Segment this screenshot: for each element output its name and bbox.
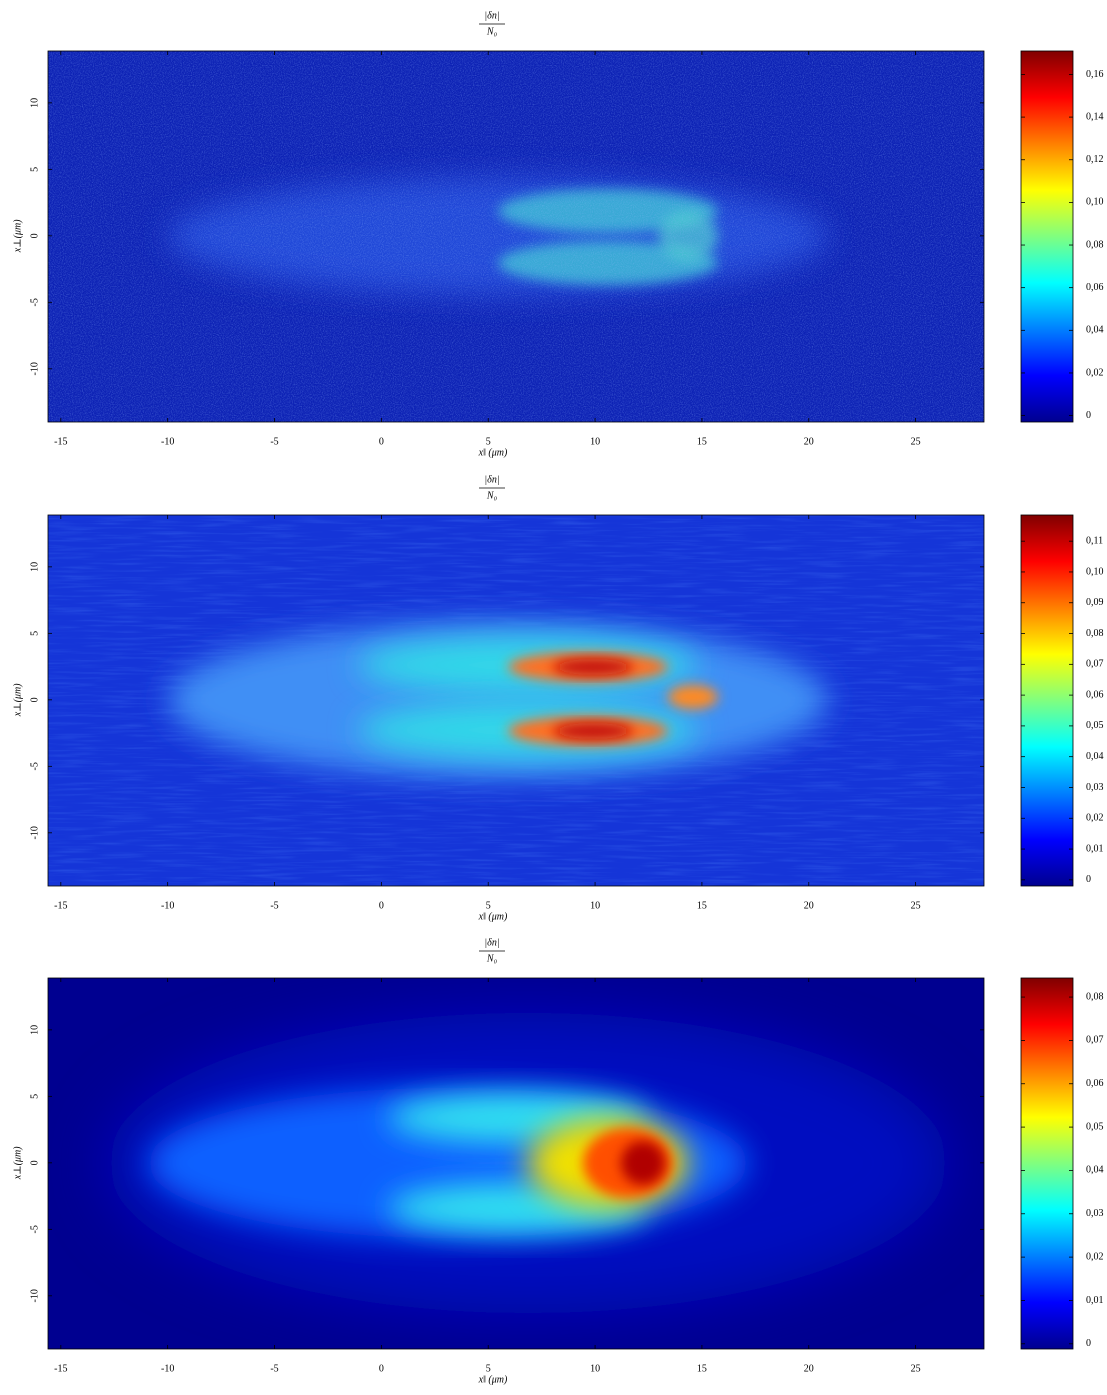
x-tick-label: 5	[486, 436, 491, 447]
x-tick-label: -10	[161, 1363, 174, 1374]
colorbar-tick-label: 0,03	[1086, 1208, 1104, 1219]
x-tick-label: -5	[270, 900, 278, 911]
colorbar-tick-label: 0,05	[1086, 1121, 1104, 1132]
colorbar-tick-label: 0,06	[1086, 689, 1104, 700]
x-tick-label: 10	[590, 436, 600, 447]
colorbar-tick-label: 0,11	[1086, 535, 1103, 546]
colorbar-tick-label: 0,07	[1086, 659, 1104, 670]
y-tick-label: 10	[29, 562, 40, 572]
colorbar-tick-label: 0,02	[1086, 367, 1104, 378]
colorbar-tick-label: 0,10	[1086, 566, 1104, 577]
heatmap-image	[48, 978, 984, 1349]
x-tick-label: 5	[486, 1363, 491, 1374]
x-tick-label: 15	[697, 1363, 707, 1374]
colorbar-tick-label: 0,02	[1086, 1251, 1104, 1262]
y-tick-label: 10	[29, 98, 40, 108]
x-tick-label: -15	[54, 1363, 67, 1374]
colorbar-tick-label: 0,01	[1086, 1295, 1104, 1306]
x-tick-label: 15	[697, 900, 707, 911]
colorbar	[1020, 977, 1074, 1350]
x-tick-label: 5	[486, 900, 491, 911]
x-axis-label: x‖ (μm)	[478, 1374, 508, 1385]
y-tick-label: -5	[29, 762, 40, 770]
colorbar-tick-label: 0,08	[1086, 239, 1104, 250]
y-tick-label: -10	[29, 362, 40, 375]
colorbar-tick-label: 0,04	[1086, 325, 1104, 336]
y-tick-label: -10	[29, 1289, 40, 1302]
colorbar-tick-label: 0,07	[1086, 1035, 1104, 1046]
colorbar	[1020, 514, 1074, 887]
y-tick-label: 5	[29, 631, 40, 636]
colorbar-tick-label: 0,04	[1086, 751, 1104, 762]
y-axis-label: x⊥(μm)	[12, 219, 23, 253]
colorbar-tick-label: 0	[1086, 874, 1091, 885]
x-tick-label: 25	[911, 900, 921, 911]
colorbar-tick-label: 0,12	[1086, 154, 1104, 165]
colorbar-tick-label: 0,02	[1086, 813, 1104, 824]
x-tick-label: -5	[270, 436, 278, 447]
x-tick-label: 15	[697, 436, 707, 447]
colorbar-tick-label: 0,01	[1086, 843, 1104, 854]
x-tick-label: -5	[270, 1363, 278, 1374]
heatmap-image	[48, 51, 984, 422]
title-denominator: N₀	[486, 26, 498, 37]
y-tick-label: 0	[29, 697, 40, 702]
y-tick-label: -5	[29, 298, 40, 306]
colorbar-tick-label: 0	[1086, 1338, 1091, 1349]
title-denominator: N₀	[486, 490, 498, 501]
y-tick-label: 0	[29, 1160, 40, 1165]
colorbar-tick-label: 0,05	[1086, 720, 1104, 731]
title-numerator: |δn|	[484, 937, 499, 948]
colorbar-tick-label: 0,03	[1086, 782, 1104, 793]
x-tick-label: -10	[161, 900, 174, 911]
y-axis-label: x⊥(μm)	[12, 683, 23, 717]
colorbar-tick-label: 0,14	[1086, 111, 1104, 122]
plot-frame	[47, 50, 985, 423]
colorbar-tick-label: 0,08	[1086, 991, 1104, 1002]
y-tick-label: -10	[29, 826, 40, 839]
title-numerator: |δn|	[484, 474, 499, 485]
x-tick-label: 0	[379, 1363, 384, 1374]
x-tick-label: 0	[379, 900, 384, 911]
y-tick-label: 5	[29, 167, 40, 172]
x-tick-label: -10	[161, 436, 174, 447]
colorbar-tick-label: 0,06	[1086, 1078, 1104, 1089]
y-axis-label: x⊥(μm)	[12, 1146, 23, 1180]
x-tick-label: -15	[54, 900, 67, 911]
y-tick-label: 5	[29, 1094, 40, 1099]
colorbar	[1020, 50, 1074, 423]
title-numerator: |δn|	[484, 10, 499, 21]
x-axis-label: x‖ (μm)	[478, 911, 508, 922]
x-tick-label: 20	[804, 1363, 814, 1374]
x-tick-label: 20	[804, 900, 814, 911]
heatmap-image	[48, 515, 984, 886]
x-tick-label: 25	[911, 436, 921, 447]
y-tick-label: -5	[29, 1225, 40, 1233]
x-tick-label: 0	[379, 436, 384, 447]
colorbar-tick-label: 0,16	[1086, 69, 1104, 80]
title-denominator: N₀	[486, 953, 498, 964]
colorbar-tick-label: 0,04	[1086, 1165, 1104, 1176]
x-tick-label: 10	[590, 1363, 600, 1374]
y-tick-label: 10	[29, 1025, 40, 1035]
y-tick-label: 0	[29, 233, 40, 238]
x-tick-label: 25	[911, 1363, 921, 1374]
x-tick-label: -15	[54, 436, 67, 447]
colorbar-tick-label: 0,06	[1086, 282, 1104, 293]
colorbar-tick-label: 0	[1086, 410, 1091, 421]
x-tick-label: 20	[804, 436, 814, 447]
colorbar-tick-label: 0,08	[1086, 628, 1104, 639]
plot-frame	[47, 514, 985, 887]
x-axis-label: x‖ (μm)	[478, 447, 508, 458]
x-tick-label: 10	[590, 900, 600, 911]
colorbar-tick-label: 0,10	[1086, 197, 1104, 208]
colorbar-tick-label: 0,09	[1086, 597, 1104, 608]
plot-frame	[47, 977, 985, 1350]
